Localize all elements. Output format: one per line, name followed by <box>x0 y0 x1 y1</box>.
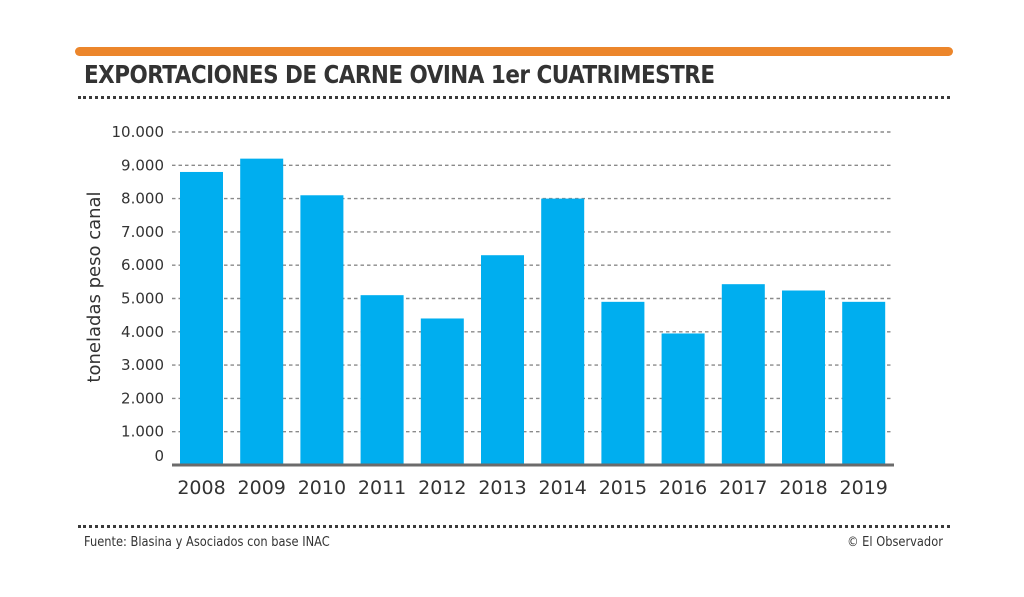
x-axis-ticks: 2008 2009 2010 2011 2012 2013 2014 2015 2016 2017… <box>177 477 888 499</box>
bar-2008 <box>180 171 223 465</box>
y-tick-label: 10.000 <box>112 123 165 141</box>
y-tick-label: 8.000 <box>121 190 164 208</box>
chart-title: EXPORTACIONES DE CARNE OVINA 1er CUATRIM… <box>84 60 715 89</box>
bottom-dotted-divider <box>78 525 950 528</box>
x-tick-label: 2014 <box>539 477 587 499</box>
x-tick-label: 2019 <box>840 477 888 499</box>
y-axis-ticks: 0 1.000 2.000 3.000 4.000 5.000 6.000 7.000 8.00… <box>112 123 165 465</box>
y-tick-label: 0 <box>154 447 164 465</box>
bar-2017 <box>721 284 765 465</box>
y-tick-label: 9.000 <box>121 156 164 174</box>
top-dotted-divider <box>78 96 950 99</box>
y-tick-label: 3.000 <box>121 356 164 374</box>
bar-2011 <box>360 295 404 465</box>
bar-2013 <box>481 255 524 465</box>
y-tick-label: 1.000 <box>121 423 164 441</box>
x-tick-label: 2010 <box>298 477 346 499</box>
x-tick-label: 2009 <box>238 477 286 499</box>
x-tick-label: 2015 <box>599 477 647 499</box>
header-accent-bar <box>75 47 953 56</box>
bars <box>180 158 886 465</box>
bar-2015 <box>601 301 645 465</box>
bar-2012 <box>420 318 464 465</box>
bar-2014 <box>541 198 585 465</box>
x-tick-label: 2008 <box>177 477 225 499</box>
y-tick-label: 2.000 <box>121 389 164 407</box>
y-tick-label: 4.000 <box>121 323 164 341</box>
x-tick-label: 2018 <box>779 477 827 499</box>
bar-2016 <box>661 333 705 465</box>
bar-2009 <box>240 158 284 465</box>
y-tick-label: 7.000 <box>121 223 164 241</box>
bar-2018 <box>782 290 825 465</box>
bar-2019 <box>842 301 886 465</box>
y-axis-label: toneladas peso canal <box>84 191 105 382</box>
bar-2010 <box>300 195 344 465</box>
x-tick-label: 2016 <box>659 477 707 499</box>
gridlines <box>172 131 893 433</box>
x-tick-label: 2013 <box>478 477 526 499</box>
y-tick-label: 6.000 <box>121 256 164 274</box>
x-tick-label: 2011 <box>358 477 406 499</box>
source-note: Fuente: Blasina y Asociados con base INA… <box>84 535 330 550</box>
y-tick-label: 5.000 <box>121 290 164 308</box>
x-tick-label: 2012 <box>418 477 466 499</box>
x-tick-label: 2017 <box>719 477 767 499</box>
copyright-credit: © El Observador <box>847 535 943 550</box>
